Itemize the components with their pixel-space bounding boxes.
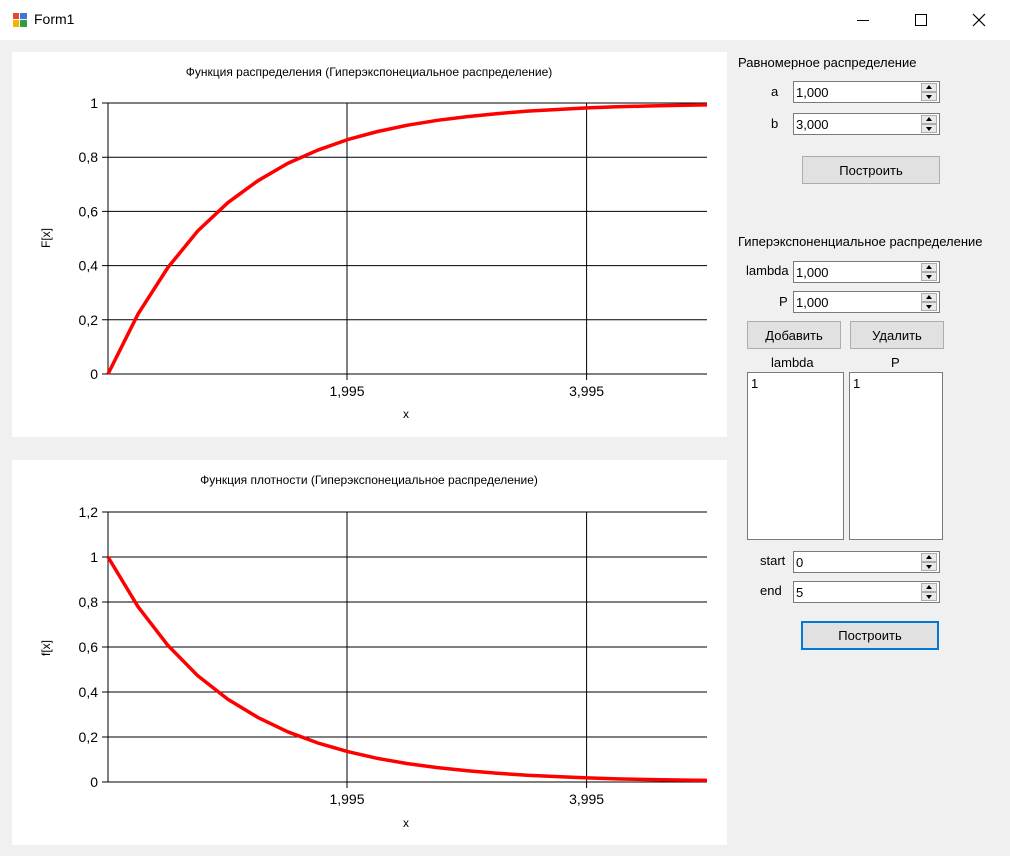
minimize-icon	[857, 20, 869, 21]
spin-down-icon[interactable]	[921, 302, 937, 311]
x-tick-label: 1,995	[329, 791, 364, 807]
lambda-label: lambda	[746, 263, 789, 278]
y-axis-label: F[x]	[39, 228, 53, 248]
p-listbox[interactable]: 1	[849, 372, 943, 540]
spin-up-icon[interactable]	[921, 115, 937, 124]
delete-button[interactable]: Удалить	[850, 321, 944, 349]
list-item[interactable]: 1	[853, 376, 861, 391]
spin-down-icon[interactable]	[921, 92, 937, 101]
a-input[interactable]	[796, 84, 906, 100]
series-line	[106, 103, 708, 375]
y-tick-label: 0,6	[79, 639, 99, 655]
end-label: end	[760, 583, 782, 598]
close-icon	[972, 13, 986, 27]
y-tick-label: 1,2	[79, 504, 99, 520]
y-tick-label: 1	[90, 549, 98, 565]
spin-up-icon[interactable]	[921, 83, 937, 92]
x-axis-label: x	[403, 407, 409, 421]
pdf-chart-svg: Функция плотности (Гиперэкспонециальное …	[39, 473, 708, 830]
start-spinbox[interactable]	[793, 551, 940, 573]
close-button[interactable]	[950, 0, 1008, 40]
spin-down-icon[interactable]	[921, 562, 937, 571]
b-input[interactable]	[796, 116, 906, 132]
minimize-button[interactable]	[834, 0, 892, 40]
x-tick-label: 3,995	[569, 791, 604, 807]
b-spinbox[interactable]	[793, 113, 940, 135]
spin-up-icon[interactable]	[921, 263, 937, 272]
lambda-listbox[interactable]: 1	[747, 372, 844, 540]
add-button[interactable]: Добавить	[747, 321, 841, 349]
list-p-header: P	[891, 355, 900, 370]
y-tick-label: 0,2	[79, 729, 99, 745]
b-spin-buttons[interactable]	[921, 115, 938, 133]
pdf-chart: Функция плотности (Гиперэкспонециальное …	[12, 460, 727, 845]
y-tick-label: 0	[90, 774, 98, 790]
start-input[interactable]	[796, 554, 906, 570]
start-label: start	[760, 553, 786, 568]
uniform-heading: Равномерное распределение	[738, 55, 917, 70]
y-tick-label: 0,4	[79, 258, 99, 274]
y-tick-label: 0,4	[79, 684, 99, 700]
a-label: a	[771, 84, 779, 99]
y-tick-label: 0	[90, 366, 98, 382]
x-tick-label: 1,995	[329, 383, 364, 399]
x-tick-label: 3,995	[569, 383, 604, 399]
p-input[interactable]	[796, 294, 906, 310]
maximize-icon	[915, 14, 927, 26]
cdf-chart: Функция распределения (Гиперэкспонециаль…	[12, 52, 727, 437]
cdf-chart-svg: Функция распределения (Гиперэкспонециаль…	[39, 65, 708, 421]
y-tick-label: 1	[90, 95, 98, 111]
series-line	[106, 556, 708, 783]
y-tick-label: 0,8	[79, 149, 99, 165]
lambda-spin-buttons[interactable]	[921, 263, 938, 281]
y-tick-label: 0,8	[79, 594, 99, 610]
p-label: P	[779, 294, 788, 309]
spin-up-icon[interactable]	[921, 553, 937, 562]
window-title: Form1	[34, 11, 75, 27]
list-item[interactable]: 1	[751, 376, 759, 391]
start-spin-buttons[interactable]	[921, 553, 938, 571]
end-input[interactable]	[796, 584, 906, 600]
end-spin-buttons[interactable]	[921, 583, 938, 601]
hyper-build-button[interactable]: Построить	[801, 621, 939, 650]
a-spinbox[interactable]	[793, 81, 940, 103]
p-spinbox[interactable]	[793, 291, 940, 313]
spin-up-icon[interactable]	[921, 293, 937, 302]
maximize-button[interactable]	[892, 0, 950, 40]
chart-title: Функция плотности (Гиперэкспонециальное …	[200, 473, 538, 487]
y-axis-label: f[x]	[39, 640, 53, 656]
spin-down-icon[interactable]	[921, 124, 937, 133]
title-bar: Form1	[0, 0, 1010, 40]
p-spin-buttons[interactable]	[921, 293, 938, 311]
y-tick-label: 0,2	[79, 312, 99, 328]
app-icon	[13, 13, 27, 27]
uniform-build-button[interactable]: Построить	[802, 156, 940, 184]
spin-up-icon[interactable]	[921, 583, 937, 592]
spin-down-icon[interactable]	[921, 592, 937, 601]
list-lambda-header: lambda	[771, 355, 814, 370]
y-tick-label: 0,6	[79, 203, 99, 219]
chart-title: Функция распределения (Гиперэкспонециаль…	[186, 65, 553, 79]
lambda-input[interactable]	[796, 264, 906, 280]
b-label: b	[771, 116, 779, 131]
end-spinbox[interactable]	[793, 581, 940, 603]
lambda-spinbox[interactable]	[793, 261, 940, 283]
x-axis-label: x	[403, 816, 409, 830]
a-spin-buttons[interactable]	[921, 83, 938, 101]
spin-down-icon[interactable]	[921, 272, 937, 281]
hyper-heading: Гиперэкспоненциальное распределение	[738, 234, 983, 249]
